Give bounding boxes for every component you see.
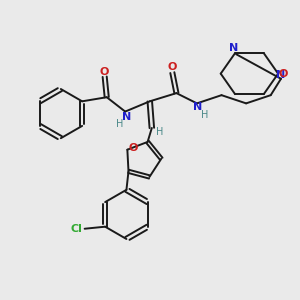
Text: N: N [122, 112, 131, 122]
Text: O: O [279, 69, 288, 79]
Text: O: O [100, 67, 110, 76]
Text: N: N [193, 103, 203, 112]
Text: O: O [129, 142, 138, 153]
Text: O: O [168, 62, 177, 73]
Text: H: H [116, 119, 124, 129]
Text: H: H [201, 110, 209, 120]
Text: N: N [276, 70, 286, 80]
Text: Cl: Cl [70, 224, 83, 234]
Text: H: H [156, 127, 164, 137]
Text: N: N [230, 43, 239, 53]
